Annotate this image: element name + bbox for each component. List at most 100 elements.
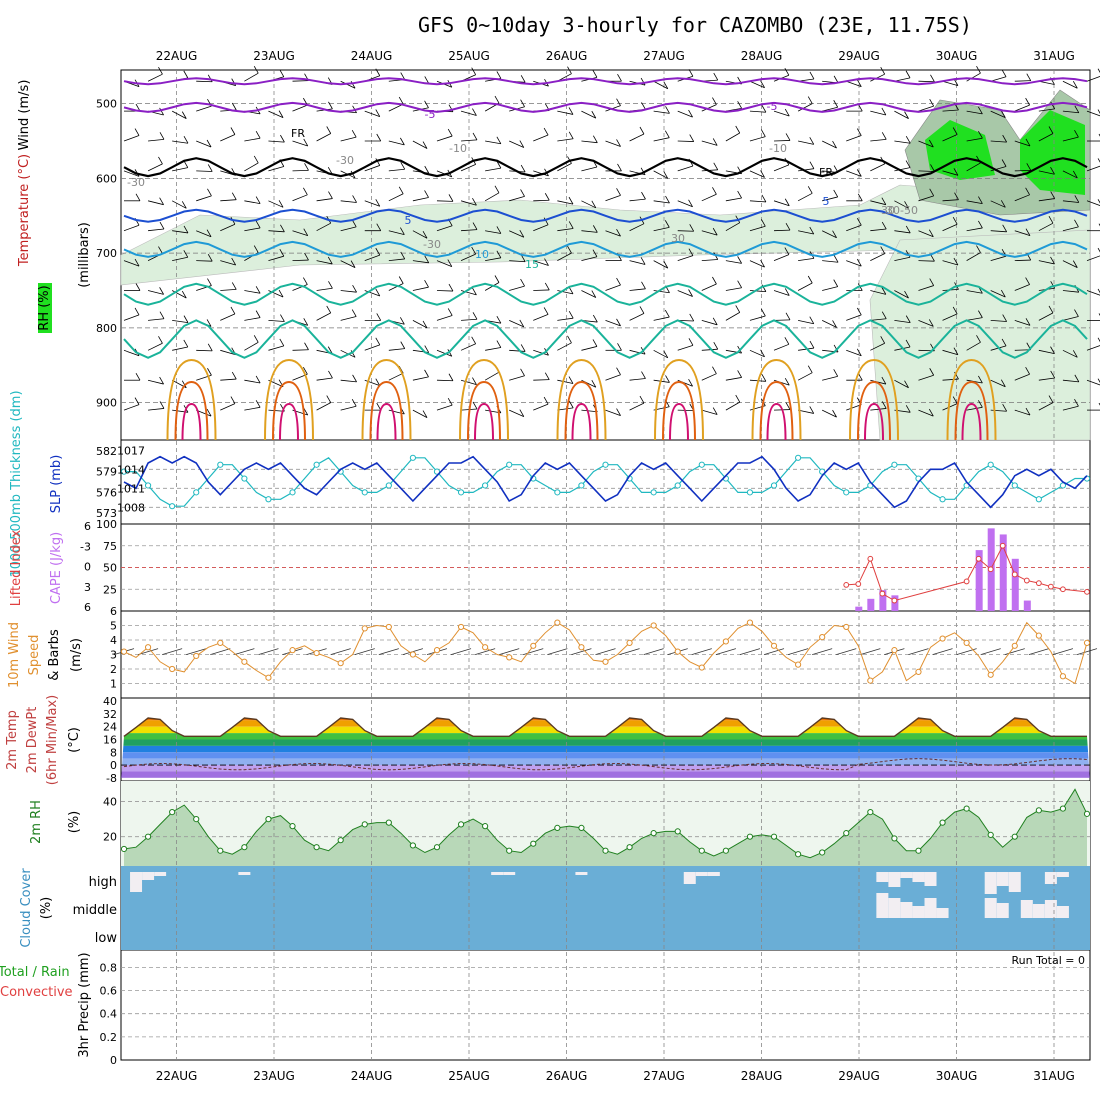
- contour-label: 10: [475, 248, 489, 261]
- temp-bands: [121, 718, 1090, 778]
- wind-barb-flag: [880, 66, 886, 75]
- rh2m-line-marker: [915, 847, 922, 854]
- wind10m-speed-line-marker: [554, 619, 561, 626]
- wind-barb-flag: [231, 282, 237, 290]
- wind-barb-flag: [567, 335, 572, 343]
- wind-barb: [1014, 230, 1031, 237]
- wind-barb: [196, 170, 213, 172]
- wind-barb: [436, 135, 453, 142]
- wind-barb-flag: [905, 70, 911, 79]
- thickness-line-marker: [987, 461, 994, 468]
- lifted-index-tick: 3: [84, 581, 91, 594]
- wind-barb: [942, 349, 959, 356]
- wind-barb-flag: [472, 198, 477, 206]
- wind-barb-flag: [328, 370, 333, 379]
- wind-barb-flag: [230, 306, 236, 315]
- wind-barb-flag: [375, 378, 381, 386]
- wind-barb-flag: [520, 164, 526, 173]
- wind-barb: [653, 200, 670, 204]
- wind-barb-flag: [712, 317, 718, 326]
- rh-shade-area: [120, 184, 1091, 286]
- wind-barb-flag: [664, 220, 670, 228]
- wind10m-barb: [860, 648, 881, 655]
- wind-barb: [966, 341, 981, 351]
- wind-barb-flag: [737, 370, 742, 378]
- wind10m-speed-line-marker: [1083, 639, 1091, 647]
- wind10m-barb: [691, 648, 712, 655]
- wind-barb: [268, 110, 284, 118]
- wind-barb-flag: [688, 199, 693, 208]
- thickness-line-marker: [602, 461, 609, 468]
- rh2m-line-marker: [963, 805, 970, 812]
- cloud-ylabel-1: Cloud Cover: [19, 868, 34, 948]
- wind-barb: [316, 198, 333, 202]
- wind-barb-flag: [230, 127, 236, 135]
- rh-ylabel-2: (%): [67, 811, 82, 834]
- wind10m-speed-line-marker: [939, 635, 946, 642]
- wind-barb-flag: [471, 336, 477, 344]
- cloud-high-bar: [984, 872, 997, 894]
- cloud-high-bar: [900, 872, 913, 878]
- cape-ylabel-cape: CAPE (J/kg): [49, 532, 64, 604]
- wind-barb-flag: [976, 66, 981, 74]
- wind-barb: [797, 103, 813, 112]
- wind-barb-flag: [253, 245, 259, 253]
- wind-barb-flag: [1002, 224, 1008, 233]
- wind-barb-flag: [471, 246, 477, 255]
- wind-barb-flag: [930, 74, 935, 82]
- wind10m-speed-line-marker: [313, 649, 320, 657]
- date-label-bottom: 23AUG: [253, 1069, 295, 1083]
- wind-barb: [749, 260, 765, 268]
- rh2m-line-marker: [482, 823, 489, 830]
- wind-barb-flag: [328, 281, 333, 289]
- wind-barb-flag: [665, 106, 670, 114]
- wind-barb-flag: [1025, 187, 1030, 196]
- wind10m-barb: [1028, 648, 1049, 655]
- wind-barb-flag: [639, 395, 645, 404]
- wind-barb: [653, 290, 670, 294]
- wind-barb: [484, 192, 500, 202]
- temp-contour-20: [123, 319, 1088, 359]
- rh2m-line-marker: [891, 835, 898, 842]
- lifted-index-marker: [975, 555, 982, 562]
- wind-barb: [1086, 76, 1100, 82]
- wind-barb: [220, 313, 236, 321]
- wind-barb-flag: [375, 337, 381, 346]
- temp-contour-minus5-top: [123, 77, 1088, 86]
- wind-barb-flag: [809, 340, 815, 349]
- wind-barb-flag: [785, 312, 791, 321]
- wind10m-speed-line-marker: [265, 674, 272, 681]
- slp-tick: 1008: [117, 501, 145, 514]
- wind-barb: [629, 378, 646, 381]
- lifted-index-tick: -3: [80, 540, 91, 553]
- wind10m-barb: [378, 648, 399, 655]
- wind-barb-flag: [326, 126, 332, 134]
- wind-barb: [557, 342, 572, 351]
- wind-barb: [460, 200, 477, 206]
- cloud-level-label: high: [89, 875, 117, 890]
- cape-bar: [879, 590, 887, 611]
- wind-barb-flag: [159, 197, 164, 205]
- wind-barb: [220, 349, 236, 356]
- wind-barb-flag: [809, 406, 815, 414]
- precip-ylabel-1: Total / Rain: [0, 965, 70, 980]
- wind-barb: [1062, 260, 1078, 268]
- wind-barb: [148, 408, 165, 411]
- temp-contour-warm-lobe: [864, 402, 884, 441]
- wind-barb: [461, 229, 478, 232]
- wind-barb: [1062, 405, 1079, 411]
- wind-barb: [509, 349, 526, 352]
- wind-barb: [196, 349, 213, 352]
- wind-barb: [412, 260, 429, 264]
- wind-barb: [725, 349, 742, 354]
- wind-barb-flag: [737, 190, 742, 199]
- wind-barb: [773, 110, 790, 117]
- wind-barb-flag: [881, 401, 887, 409]
- wind-barb: [581, 110, 596, 119]
- wind-barb: [557, 110, 574, 115]
- rh2m-line-marker: [265, 816, 272, 823]
- thickness-tick: 573: [96, 507, 117, 520]
- wind-barb-flag: [880, 246, 886, 254]
- wind-barb: [942, 134, 958, 142]
- wind-barb: [316, 260, 333, 265]
